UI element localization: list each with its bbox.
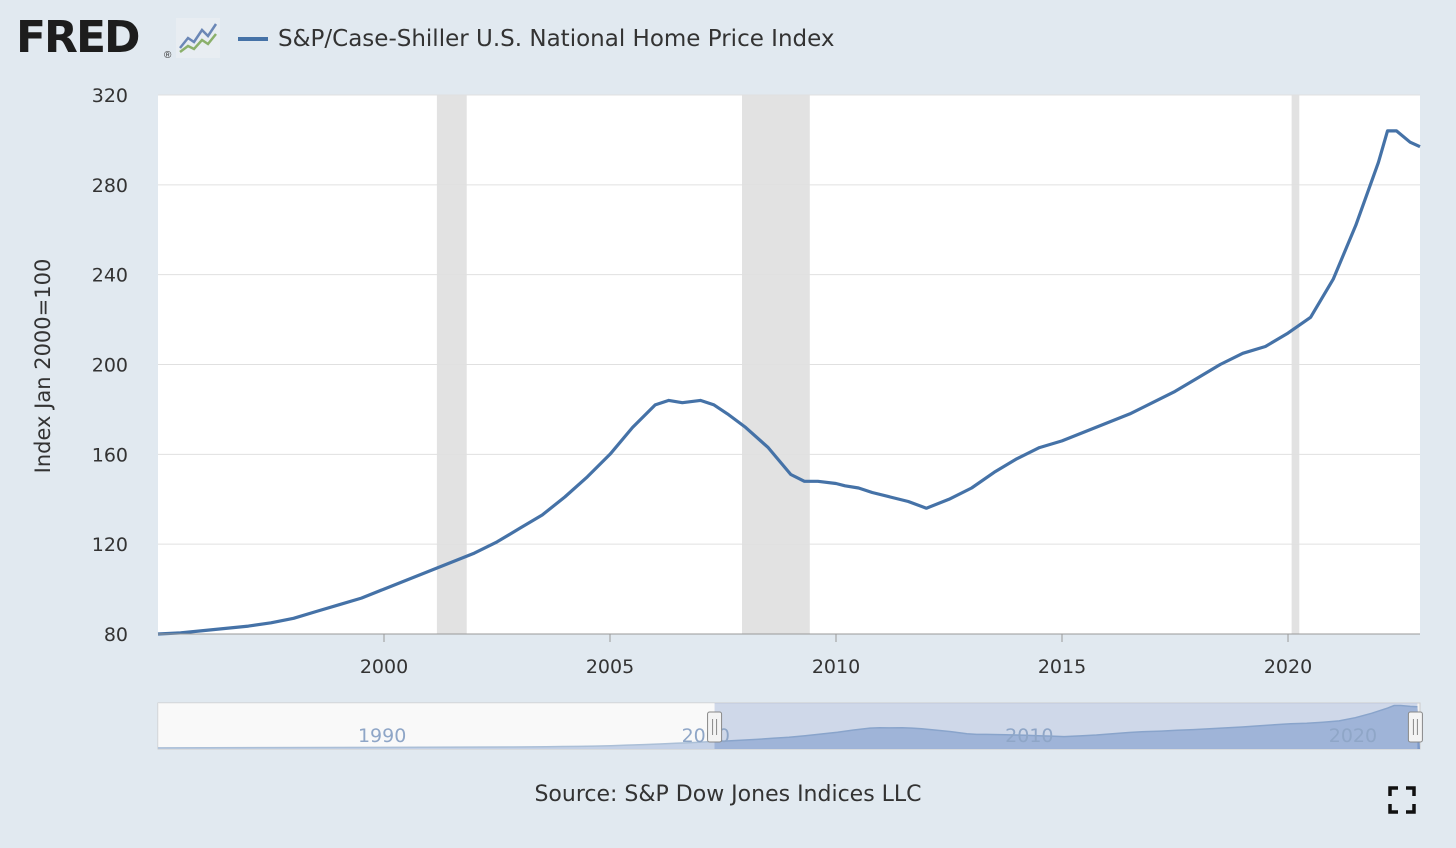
x-tick-label: 2000 xyxy=(360,656,408,678)
y-tick-label: 160 xyxy=(92,444,128,466)
y-tick-label: 200 xyxy=(92,355,128,377)
navigator-tick-label: 2010 xyxy=(1005,725,1053,747)
series-line xyxy=(157,129,1421,636)
chart-legend[interactable]: S&P/Case-Shiller U.S. National Home Pric… xyxy=(238,24,835,54)
y-tick-label: 280 xyxy=(92,175,128,197)
navigator-selected-range[interactable] xyxy=(714,703,1418,749)
y-axis-label: Index Jan 2000=100 xyxy=(31,259,55,474)
x-tick-label: 2020 xyxy=(1264,656,1312,678)
navigator-left-handle[interactable] xyxy=(707,711,723,743)
navigator-tick-label: 2000 xyxy=(682,725,730,747)
fullscreen-icon[interactable] xyxy=(1388,786,1416,814)
y-tick-label: 80 xyxy=(104,624,128,646)
x-tick-label: 2005 xyxy=(586,656,634,678)
line-graph-icon xyxy=(176,18,220,58)
chart-header: FRED ® S&P/Case-Shiller U.S. National Ho… xyxy=(0,0,1456,80)
x-axis-ticks: 2000 2005 2010 2015 2020 xyxy=(360,634,1312,678)
fred-logo[interactable]: FRED xyxy=(16,12,141,63)
gridlines xyxy=(158,94,1420,545)
navigator[interactable]: 1990 2000 2010 2020 xyxy=(157,702,1423,750)
y-tick-label: 240 xyxy=(92,265,128,287)
legend-swatch xyxy=(238,37,268,41)
y-tick-label: 320 xyxy=(92,85,128,107)
y-tick-label: 120 xyxy=(92,534,128,556)
source-attribution[interactable]: Source: S&P Dow Jones Indices LLC xyxy=(534,782,922,807)
navigator-right-handle[interactable] xyxy=(1407,711,1423,743)
registered-mark: ® xyxy=(164,50,172,61)
y-axis-ticks: 80 120 160 200 240 280 320 xyxy=(92,85,128,646)
navigator-tick-label: 1990 xyxy=(358,725,406,747)
navigator-tick-label: 2020 xyxy=(1329,725,1377,747)
x-tick-label: 2010 xyxy=(812,656,860,678)
legend-series-label: S&P/Case-Shiller U.S. National Home Pric… xyxy=(278,26,835,52)
navigator-outside-mask xyxy=(158,703,715,749)
x-tick-label: 2015 xyxy=(1038,656,1086,678)
